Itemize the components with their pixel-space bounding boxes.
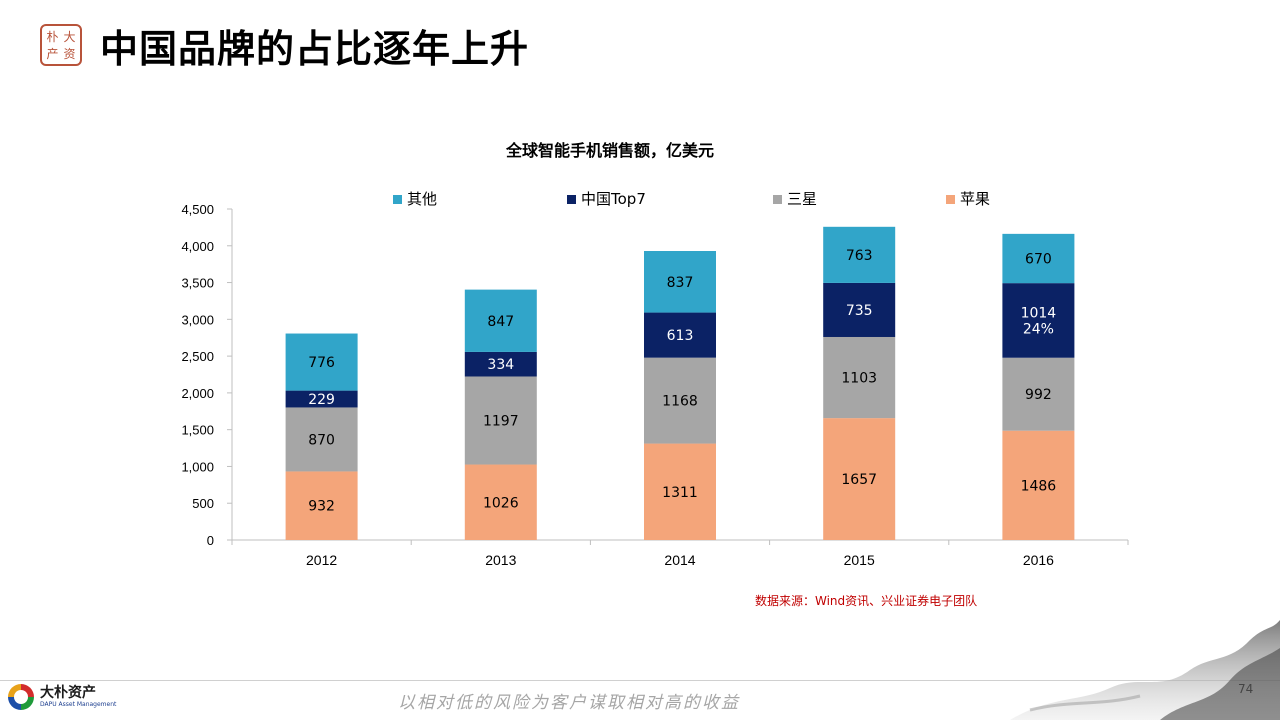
data-label: 1103: [841, 371, 877, 387]
stacked-bar-chart: 全球智能手机销售额，亿美元 其他 中国Top7 三星 苹果 0 500 1,000 1,50…: [181, 141, 1129, 568]
legend-label: 三星: [787, 190, 817, 208]
x-tick-label: 2014: [664, 552, 695, 568]
x-tick-label: 2013: [485, 552, 516, 568]
bar-segment: [1002, 283, 1075, 358]
company-logo: 大朴资产 DAPU Asset Management: [8, 684, 116, 710]
data-label: 670: [1025, 252, 1052, 268]
legend-swatch: [393, 195, 402, 204]
x-tick-label: 2016: [1023, 552, 1054, 568]
bar-segment: [464, 289, 537, 352]
x-tick-label: 2012: [306, 552, 337, 568]
data-label: 24%: [1023, 321, 1054, 337]
bar-segment: [1002, 430, 1075, 540]
chart-legend: 其他 中国Top7 三星 苹果: [393, 190, 990, 208]
seal-logo: 朴 大 产 资: [40, 24, 82, 66]
y-tick-label: 0: [207, 533, 214, 548]
y-tick-label: 1,500: [181, 423, 214, 438]
x-tick-label: 2015: [844, 552, 875, 568]
bar-segment: [464, 376, 537, 465]
bar-segment: [1002, 233, 1075, 284]
slogan: 以相对低的风险为客户谋取相对高的收益: [398, 693, 740, 713]
logo-name-en: DAPU Asset Management: [40, 700, 117, 708]
data-label: 992: [1025, 387, 1052, 403]
y-tick-label: 2,000: [181, 386, 214, 401]
data-label: 1486: [1021, 478, 1057, 494]
y-tick-label: 1,000: [181, 459, 214, 474]
data-label: 735: [846, 303, 873, 319]
bar-segment: [823, 418, 896, 540]
page-number: 74: [1238, 682, 1254, 696]
data-label: 1311: [662, 485, 698, 501]
logo-name: 大朴资产: [40, 684, 96, 701]
ink-landscape-decoration: [1010, 600, 1280, 720]
bar-segment: [644, 251, 716, 313]
bar-segment: [823, 282, 896, 337]
data-label: 1168: [662, 394, 698, 410]
seal-char: 大: [63, 29, 76, 44]
bar-segment: [644, 312, 716, 358]
bar-segment: [464, 464, 537, 540]
chart-bars: 932 870 229 776 1026 1197 334 847 1311 1168 613 837…: [285, 226, 1075, 540]
data-label: 847: [487, 314, 514, 330]
y-tick-label: 4,000: [181, 239, 214, 254]
y-tick-label: 3,000: [181, 312, 214, 327]
legend-label: 苹果: [960, 190, 990, 208]
data-label: 1197: [483, 414, 519, 430]
data-label: 932: [308, 499, 335, 515]
bar-segment: [285, 390, 358, 408]
data-label: 613: [667, 328, 694, 344]
y-tick-label: 500: [192, 496, 214, 511]
legend-swatch: [946, 195, 955, 204]
bar-segment: [644, 357, 716, 444]
data-label: 776: [308, 355, 335, 371]
data-label: 763: [846, 248, 873, 264]
bar-segment: [464, 351, 537, 377]
legend-label: 其他: [407, 190, 437, 208]
legend-swatch: [567, 195, 576, 204]
seal-char: 产: [46, 46, 59, 61]
chart-title: 全球智能手机销售额，亿美元: [505, 141, 714, 160]
seal-char: 朴: [46, 29, 59, 44]
bar-segment: [1002, 357, 1075, 431]
page-title: 中国品牌的占比逐年上升: [100, 27, 530, 71]
data-label: 334: [487, 357, 514, 373]
bar-segment: [644, 443, 716, 540]
data-label: 837: [667, 275, 694, 291]
bar-segment: [823, 336, 896, 419]
bar-segment: [823, 226, 896, 283]
logo-ring-icon: [8, 684, 34, 710]
legend-swatch: [773, 195, 782, 204]
data-label: 1026: [483, 495, 519, 511]
seal-char: 资: [63, 46, 76, 61]
data-source-note: 数据来源：Wind资讯、兴业证券电子团队: [755, 594, 978, 608]
bar-segment: [285, 333, 358, 391]
y-tick-label: 4,500: [181, 202, 214, 217]
legend-label: 中国Top7: [581, 190, 646, 208]
bar-segment: [285, 407, 358, 472]
data-label: 870: [308, 432, 335, 448]
y-tick-label: 2,500: [181, 349, 214, 364]
y-tick-label: 3,500: [181, 276, 214, 291]
data-label: 229: [308, 392, 335, 408]
footer-divider: [0, 680, 1280, 681]
data-label: 1014: [1021, 305, 1057, 321]
data-label: 1657: [841, 472, 877, 488]
bar-segment: [285, 471, 358, 540]
